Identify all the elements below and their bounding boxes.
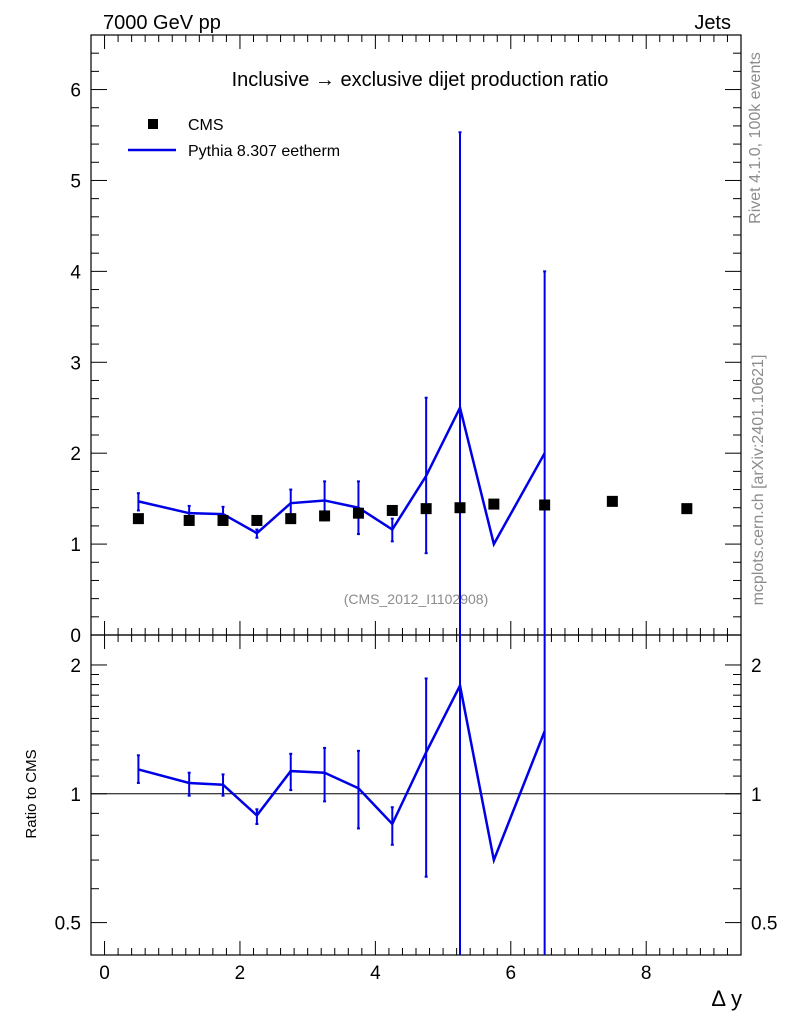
cms-data-point: [251, 514, 263, 526]
header-right-label: Jets: [694, 12, 731, 34]
legend-label-mc: Pythia 8.307 eetherm: [188, 143, 340, 160]
y-tick-label: 5: [70, 171, 81, 192]
x-axis-label: Δ y: [711, 986, 742, 1011]
cms-data-point: [681, 503, 693, 515]
cms-data-point: [606, 495, 618, 507]
ratio-y-axis-label: Ratio to CMS: [23, 749, 40, 838]
ratio-chart-marks: [136, 635, 546, 955]
y-tick-label: 4: [70, 262, 81, 283]
x-tick-label: 0: [99, 963, 110, 984]
ratio-y-tick-label-left: 0.5: [55, 914, 81, 935]
cms-data-point: [183, 514, 195, 526]
cms-data-point: [454, 502, 466, 514]
ratio-y-tick-label-right: 1: [751, 785, 762, 806]
cms-data-point: [319, 510, 331, 522]
watermark-label: (CMS_2012_I1102908): [344, 591, 489, 607]
ratio-y-tick-label-left: 1: [70, 785, 81, 806]
x-tick-label: 6: [506, 963, 517, 984]
y-tick-label: 1: [70, 535, 81, 556]
mc-series-line: [138, 404, 546, 548]
y-tick-label: 6: [70, 81, 81, 102]
cms-data-point: [488, 498, 500, 510]
cms-data-point: [420, 503, 432, 515]
cms-data-point: [386, 504, 398, 516]
cms-data-point: [285, 513, 297, 525]
ratio-y-tick-label-right: 2: [751, 656, 762, 677]
legend-label-cms: CMS: [188, 117, 224, 134]
ratio-y-tick-label-right: 0.5: [751, 914, 777, 935]
side-label-bottom: mcplots.cern.ch [arXiv:2401.10621]: [750, 355, 767, 606]
main-chart-marks: [132, 131, 693, 635]
y-tick-label: 2: [70, 444, 81, 465]
legend-marker-cms: [148, 119, 158, 129]
header-left-label: 7000 GeV pp: [103, 12, 221, 34]
cms-data-point: [539, 499, 551, 511]
y-tick-label: 3: [70, 353, 81, 374]
side-label-top: Rivet 4.1.0, 100k events: [747, 52, 764, 224]
ratio-series-line: [138, 681, 546, 865]
cms-data-point: [217, 514, 229, 526]
ratio-y-tick-label-left: 2: [70, 656, 81, 677]
x-tick-label: 4: [370, 963, 381, 984]
ratio-axis-ticks: 0 2 4 6 8 0.5 0.5 1 1 2 2: [55, 635, 777, 984]
y-tick-label: 0: [70, 626, 81, 647]
cms-data-point: [352, 507, 364, 519]
legend: CMS Pythia 8.307 eetherm: [128, 117, 340, 160]
main-axis-ticks: 0 1 2 3 4 5 6: [70, 34, 742, 647]
cms-data-point: [132, 513, 144, 525]
x-tick-label: 2: [235, 963, 246, 984]
main-title: Inclusive → exclusive dijet production r…: [232, 69, 609, 91]
x-tick-label: 8: [641, 963, 652, 984]
